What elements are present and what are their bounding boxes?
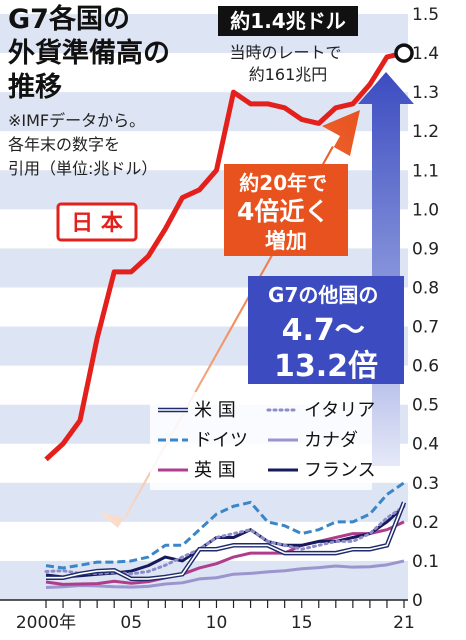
legend-label-canada: カナダ: [304, 430, 358, 451]
y-tick-label: 0.6: [412, 357, 439, 377]
y-tick-label: 1.0: [412, 200, 439, 220]
y-tick-label: 0.7: [412, 318, 439, 338]
y-tick-label: 1.1: [412, 161, 439, 181]
y-tick-label: 0.3: [412, 474, 439, 494]
japan-label: 日 本: [71, 211, 123, 236]
others-callout: G7の他国の 4.7～ 13.2倍: [268, 283, 384, 384]
legend-label-italy: イタリア: [304, 400, 375, 421]
japan-label-box: [56, 202, 138, 242]
source-note: ※IMFデータから。 各年末の数字を 引用（単位:兆ドル）: [8, 111, 157, 178]
x-tick-label: 2000年: [16, 613, 76, 633]
x-tick-label: 21: [393, 613, 415, 633]
y-tick-label: 1.4: [412, 44, 439, 64]
y-tick-label: 0.2: [412, 513, 439, 533]
x-axis: 2000年 05 10 15 21: [0, 599, 415, 633]
x-tick-label: 15: [291, 613, 313, 633]
series-line-usa-inner: [46, 502, 405, 580]
y-tick-label: 1.3: [412, 83, 439, 103]
y-tick-label: 0.5: [412, 396, 439, 416]
legend-label-france: フランス: [304, 460, 376, 481]
x-tick-label: 10: [206, 613, 228, 633]
legend-label-uk: 英 国: [194, 460, 236, 481]
x-tick-label: 05: [120, 613, 142, 633]
series-line-uk: [45, 520, 405, 586]
y-tick-label: 0.4: [412, 435, 439, 455]
y-tick-label: 0: [412, 591, 423, 611]
y-tick-label: 0.9: [412, 239, 439, 259]
y-tick-label: 0.8: [412, 278, 439, 298]
chart-title: G7各国の 外貨準備高の 推移: [8, 3, 179, 103]
peak-label-box: [218, 6, 358, 36]
series-line-japan: [44, 50, 405, 462]
growth-callout-box: [224, 164, 348, 256]
series-line-canada: [45, 559, 405, 589]
legend-label-germany: ドイツ: [194, 430, 248, 451]
series-line-germany: [45, 481, 405, 570]
growth-callout: 約20年で 4倍近く 増加: [237, 171, 335, 253]
legend-label-usa: 米 国: [194, 400, 236, 421]
y-axis: 0 0.1 0.2 0.3 0.4 0.5 0.6 0.7 0.8 0.9 1.0 1.1 1.2 1.3…: [412, 5, 439, 611]
peak-label: 約1.4兆ドル: [230, 9, 345, 33]
peak-sub-label: 当時のレートで 約161兆円: [229, 43, 346, 84]
peak-marker: [394, 43, 414, 63]
y-tick-label: 1.5: [412, 5, 439, 25]
others-callout-box: [248, 276, 404, 384]
series-lines: [44, 50, 407, 589]
y-tick-label: 0.1: [412, 552, 439, 572]
y-tick-label: 1.2: [412, 122, 439, 142]
